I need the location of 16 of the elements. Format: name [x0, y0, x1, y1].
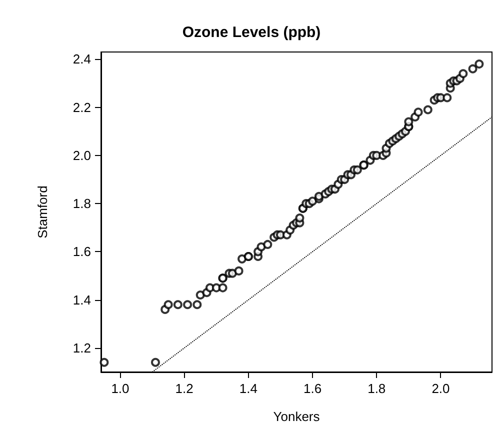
x-tick-label: 2.0	[432, 381, 450, 396]
y-axis-title: Stamford	[35, 186, 50, 238]
y-tick-label: 1.6	[72, 244, 91, 260]
x-axis-title: Yonkers	[273, 409, 320, 424]
y-tick-label: 2.2	[72, 100, 91, 115]
x-tick-label: 1.8	[368, 381, 386, 396]
y-tick-label: 2.4	[72, 52, 91, 67]
y-tick-label: 2.0	[72, 148, 91, 163]
x-tick-label: 1.4	[239, 381, 258, 396]
y-tick-label: 1.8	[72, 196, 91, 212]
x-tick-label: 1.6	[303, 381, 322, 396]
x-tick-label: 1.2	[175, 381, 194, 396]
chart-title: Ozone Levels (ppb)	[182, 24, 321, 41]
x-tick-label: 1.0	[111, 381, 130, 396]
y-tick-label: 1.4	[72, 292, 91, 308]
y-tick-label: 1.2	[72, 340, 91, 356]
